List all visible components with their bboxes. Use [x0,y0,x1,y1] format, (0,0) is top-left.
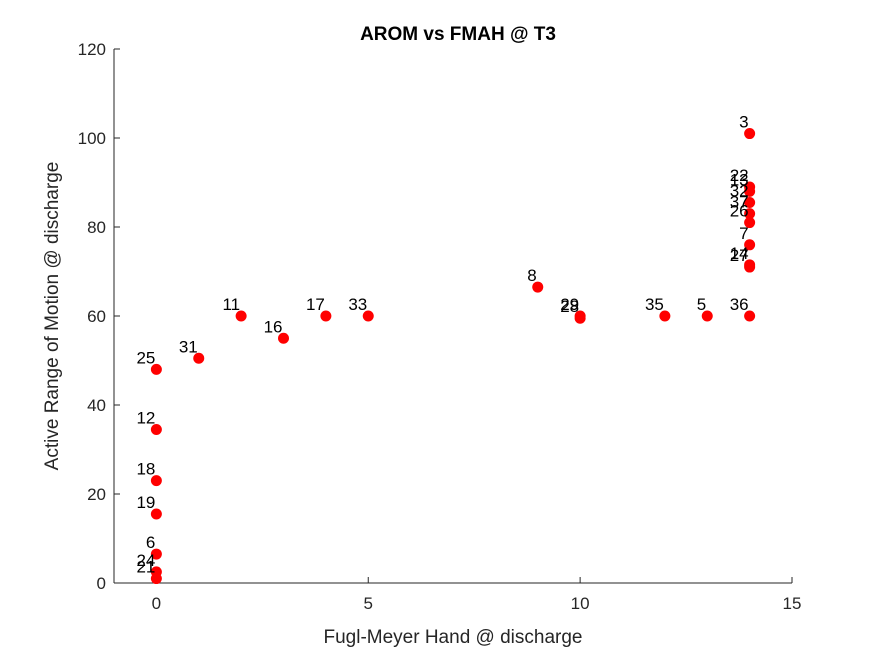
chart-title: AROM vs FMAH @ T3 [360,24,556,45]
data-point [150,573,162,585]
data-point [235,310,247,322]
data-point-label: 22 [730,166,749,185]
data-point-label: 14 [730,244,749,263]
data-point [362,310,374,322]
x-tick-label: 10 [571,594,590,613]
y-tick-label: 100 [78,129,106,148]
data-point-label: 16 [264,317,283,336]
data-point-label: 27 [730,246,749,265]
y-tick-label: 80 [87,218,106,237]
data-point-label: 3 [739,113,748,132]
x-tick-label: 15 [783,594,802,613]
data-point-label: 13 [730,170,749,189]
data-point [150,423,162,435]
data-point-label: 28 [560,297,579,316]
data-point-label: 36 [730,295,749,314]
data-point-label: 21 [136,558,155,577]
y-tick-label: 120 [78,40,106,59]
data-point-label: 7 [739,224,748,243]
data-point [150,548,162,560]
data-point [744,217,756,229]
data-point-label: 37 [730,193,749,212]
data-point [701,310,713,322]
data-point-label: 24 [136,551,155,570]
x-tick-label: 0 [152,594,161,613]
data-point-label: 31 [179,337,198,356]
data-point [744,239,756,251]
data-point [744,208,756,220]
data-point-label: 12 [136,408,155,427]
data-point-label: 17 [306,295,325,314]
data-point [278,332,289,344]
data-point-label: 32 [730,182,749,201]
data-point-label: 35 [645,295,664,314]
data-markers [150,128,756,585]
x-axis-label: Fugl-Meyer Hand @ discharge [323,627,582,648]
data-point-label: 18 [136,460,155,479]
y-tick-label: 40 [87,396,106,415]
data-point [744,197,756,209]
data-point [532,281,544,293]
data-point [744,128,756,140]
y-tick-label: 60 [87,307,106,326]
data-point [193,352,205,364]
y-tick-label: 20 [87,485,106,504]
y-tick-label: 0 [97,574,106,593]
y-axis-label: Active Range of Motion @ discharge [42,162,63,471]
data-point [574,312,586,324]
data-point-label: 11 [222,295,240,314]
data-point [744,185,756,197]
data-point [744,310,756,322]
data-point-label: 29 [560,295,579,314]
data-point [744,261,756,273]
data-point-label: 5 [697,295,706,314]
data-point-label: 33 [348,295,367,314]
data-point [150,363,162,375]
data-point-label: 19 [136,493,155,512]
data-point [320,310,332,322]
data-point [150,475,162,487]
ticks: 0 5 10 15 0 20 40 60 80 100 120 [78,40,802,613]
data-point [150,508,162,520]
axes [113,49,792,584]
data-point-label: 8 [527,266,536,285]
data-point-label: 26 [730,202,749,221]
data-point-label: 25 [136,348,155,367]
x-tick-label: 5 [364,594,373,613]
data-point-label: 6 [146,533,155,552]
data-point [659,310,671,322]
